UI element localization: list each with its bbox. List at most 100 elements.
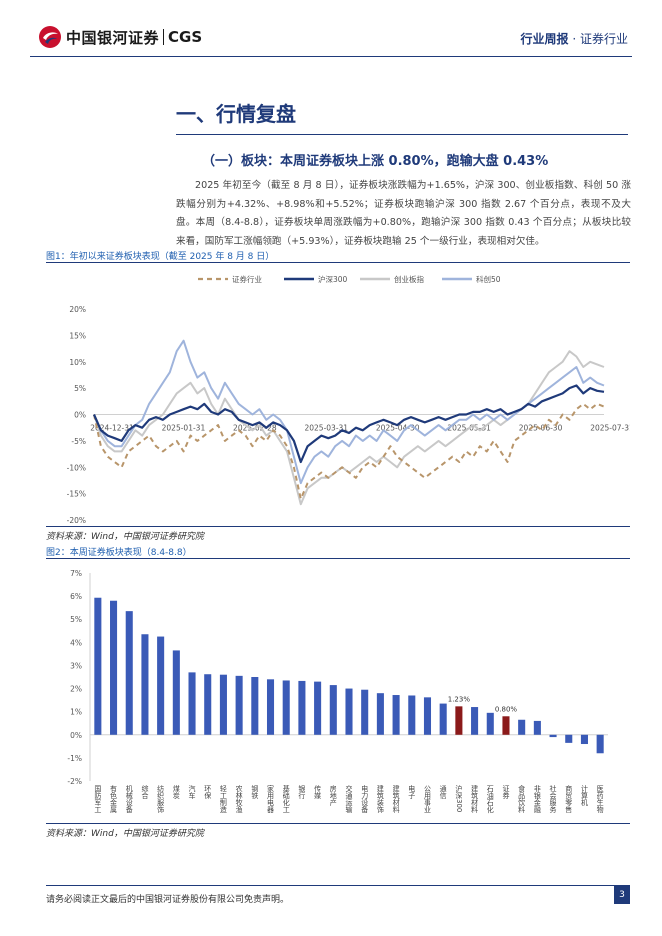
line-chart: 证券行业 沪深300 创业板指 科创50 20% 15% 10% 5% 0% -5% -10% -15… [67, 274, 630, 525]
body-paragraph: 2025 年初至今（截至 8 月 8 日），证券板块涨跌幅为+1.65%，沪深 … [176, 177, 631, 251]
x-tick-label: 2024-12-31 [90, 424, 134, 433]
category-label: 通信 [439, 784, 447, 800]
bar [518, 719, 526, 735]
series-line [93, 402, 605, 500]
figure2-source: 资料来源：Wind，中国银河证券研究院 [46, 829, 204, 839]
bar [94, 597, 102, 735]
legend-item: 科创50 [442, 274, 501, 284]
figure1-caption: 图1：年初以来证券板块表现（截至 2025 年 8 月 8 日） [46, 252, 275, 262]
category-label: 证券 [502, 785, 510, 800]
figure1-source: 资料来源：Wind，中国银河证券研究院 [46, 532, 204, 542]
bar [314, 681, 322, 735]
category-label: 基础化工 [282, 784, 290, 813]
legend-item: 证券行业 [198, 274, 262, 284]
category-label: 煤炭 [172, 784, 180, 800]
x-tick-label: 2025-03-31 [304, 424, 348, 433]
bar [471, 707, 479, 735]
logo-icon [39, 26, 61, 48]
y-tick-label: 0% [70, 731, 82, 740]
bar [596, 734, 604, 754]
figure2-caption: 图2：本周证券板块表现（8.4-8.8） [46, 548, 192, 558]
bar [455, 706, 463, 735]
y-tick-label: 10% [69, 358, 86, 367]
bar [110, 600, 118, 735]
category-label: 机械设备 [125, 784, 133, 814]
y-tick-label: -10% [67, 463, 86, 472]
bar [141, 634, 149, 735]
bar [533, 720, 541, 735]
category-label: 电力设备 [361, 784, 369, 814]
x-tick-label: 2025-07-31 [590, 424, 630, 433]
bar [125, 611, 133, 735]
page-number: 3 [614, 886, 630, 904]
bar [204, 674, 212, 735]
y-tick-label: -20% [67, 516, 86, 525]
report-type: 行业周报 [520, 32, 569, 46]
category-label: 建筑装饰 [376, 784, 384, 814]
y-tick-label: 5% [70, 615, 82, 624]
bar [282, 680, 290, 735]
company-logo: 中国银河证券 CGS [38, 24, 202, 50]
legend-label: 证券行业 [232, 274, 262, 284]
category-label: 国防军工 [94, 785, 102, 813]
y-tick-label: 3% [70, 661, 82, 670]
bar [565, 734, 573, 743]
y-tick-label: 0% [74, 411, 86, 420]
category-label: 家用电器 [267, 784, 275, 814]
footer-disclaimer: 请务必阅读正文最后的中国银河证券股份有限公司免责声明。 [46, 895, 290, 905]
category-label: 交通运输 [345, 784, 353, 814]
bar-data-label: 1.23% [448, 695, 471, 703]
y-tick-label: 6% [70, 592, 82, 601]
header-divider [30, 56, 632, 57]
category-label: 公用事业 [423, 785, 431, 813]
bar [392, 695, 400, 735]
section-subtitle: （一）板块：本周证券板块上涨 0.80%，跑输大盘 0.43% [202, 154, 549, 169]
category-label: 电子 [408, 784, 416, 799]
category-label: 医药生物 [596, 785, 604, 814]
bar [549, 734, 557, 738]
logo-divider [163, 29, 165, 45]
x-tick-label: 2025-01-31 [162, 424, 206, 433]
y-tick-label: 7% [70, 569, 82, 578]
category-label: 沪深300 [455, 784, 463, 812]
category-label: 有色金属 [110, 784, 118, 814]
bar [188, 672, 196, 735]
bar [580, 734, 588, 745]
category-label: 计算机 [580, 784, 588, 807]
category-label: 传媒 [314, 784, 322, 800]
y-tick-label: 5% [74, 384, 86, 393]
industry-name: 证券行业 [579, 32, 628, 46]
body-text: 2025 年初至今（截至 8 月 8 日），证券板块涨跌幅为+1.65%，沪深 … [176, 180, 631, 247]
category-label: 房地产 [329, 784, 337, 807]
bar [423, 697, 432, 735]
y-tick-label: 15% [69, 331, 86, 340]
figure2-top-rule [46, 558, 630, 559]
legend-item: 沪深300 [284, 274, 348, 284]
bar [235, 675, 243, 735]
legend-label: 创业板指 [394, 274, 424, 284]
section-title: 一、行情复盘 [176, 102, 296, 126]
bar [329, 685, 337, 735]
bar [439, 703, 447, 735]
category-label: 银行 [298, 784, 306, 800]
category-label: 非银金融 [533, 784, 541, 814]
y-tick-label: 20% [69, 305, 86, 314]
section-title-underline [176, 134, 628, 135]
bar [502, 716, 510, 735]
category-label: 农林牧渔 [235, 784, 243, 814]
bar [345, 688, 353, 735]
x-tick-label: 2025-06-30 [519, 424, 563, 433]
category-label: 石油石化 [486, 785, 494, 814]
y-tick-label: -2% [67, 777, 82, 786]
category-label: 商贸零售 [565, 784, 573, 814]
category-label: 建筑材料 [471, 784, 479, 814]
bar [157, 636, 165, 735]
category-label: 食品饮料 [518, 784, 526, 814]
y-tick-label: -5% [71, 437, 86, 446]
bar [172, 650, 180, 735]
chart1-legend: 证券行业 沪深300 创业板指 科创50 [198, 274, 501, 284]
figure1-bottom-rule [46, 526, 630, 527]
category-label: 轻工制造 [219, 784, 227, 814]
header-report-label: 行业周报 · 证券行业 [521, 30, 628, 47]
series-line [92, 384, 605, 464]
